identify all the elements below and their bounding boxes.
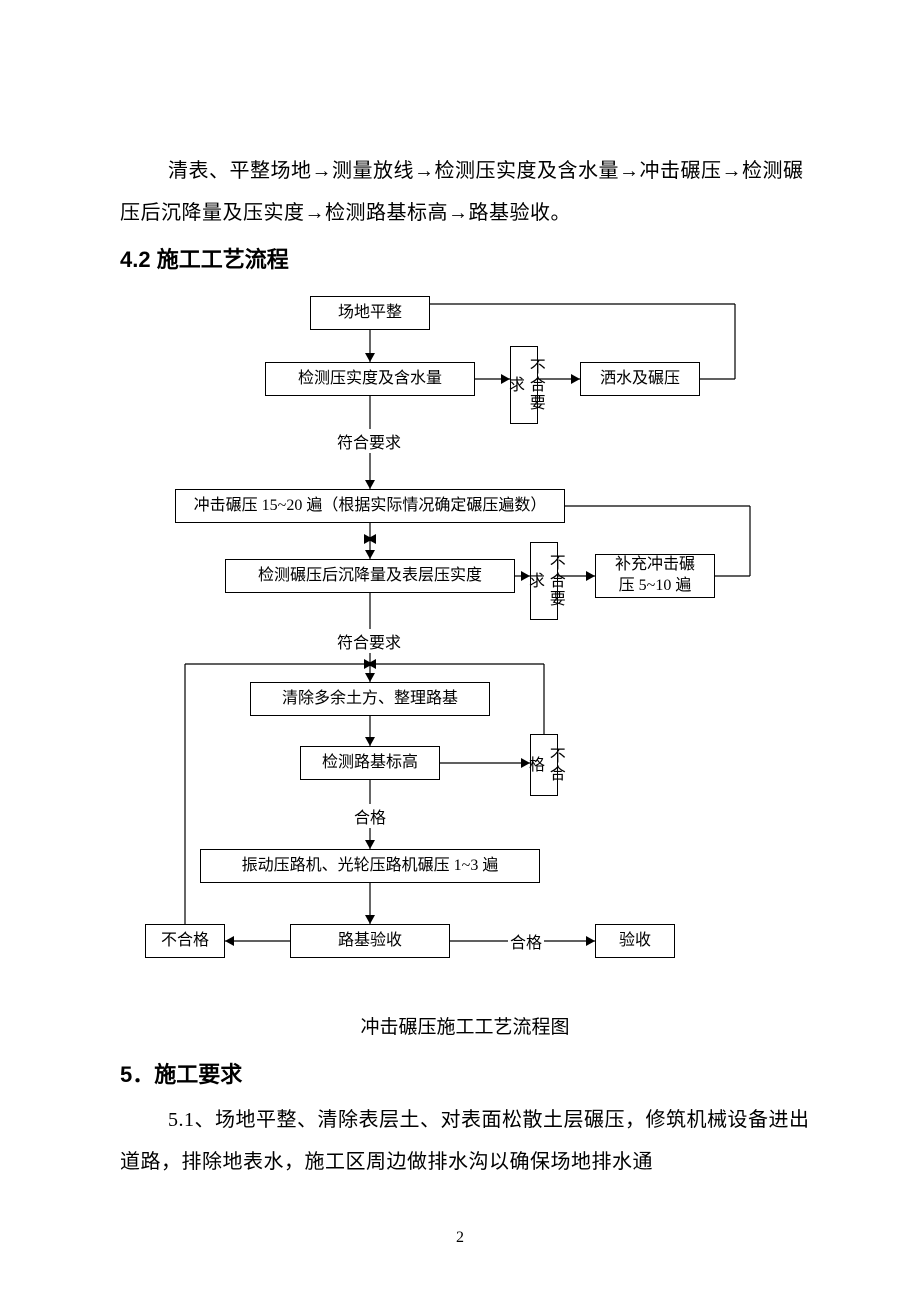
flow-node-n5: 检测碾压后沉降量及表层压实度 — [225, 559, 515, 593]
flow-node-l2: 符合要求 — [335, 629, 405, 653]
flow-node-n9: 振动压路机、光轮压路机碾压 1~3 遍 — [200, 849, 540, 883]
heading-4-2: 4.2 施工工艺流程 — [120, 242, 810, 274]
flow-node-d1: 不合要求 — [510, 346, 538, 424]
flow-node-n11: 不合格 — [145, 924, 225, 958]
flow-node-l4: 合格 — [508, 929, 544, 953]
flow-node-d3: 不合格 — [530, 734, 558, 796]
flow-node-n4: 冲击碾压 15~20 遍（根据实际情况确定碾压遍数） — [175, 489, 565, 523]
flow-node-n7: 清除多余土方、整理路基 — [250, 682, 490, 716]
intro-paragraph: 清表、平整场地→测量放线→检测压实度及含水量→冲击碾压→检测碾压后沉降量及压实度… — [120, 150, 810, 234]
page-number: 2 — [0, 1229, 920, 1247]
paragraph-5-1: 5.1、场地平整、清除表层土、对表面松散土层碾压，修筑机械设备进出道路，排除地表… — [120, 1099, 810, 1183]
flow-node-l3: 合格 — [352, 804, 388, 828]
flow-node-n10: 路基验收 — [290, 924, 450, 958]
flow-node-n8: 检测路基标高 — [300, 746, 440, 780]
flow-node-n2: 检测压实度及含水量 — [265, 362, 475, 396]
flowchart: 场地平整检测压实度及含水量不合要求洒水及碾压符合要求冲击碾压 15~20 遍（根… — [110, 284, 800, 1004]
flowchart-caption: 冲击碾压施工工艺流程图 — [120, 1012, 810, 1039]
flow-node-d2: 不合要求 — [530, 542, 558, 620]
flow-node-l1: 符合要求 — [335, 429, 405, 453]
heading-5: 5．施工要求 — [120, 1057, 810, 1089]
flow-node-n1: 场地平整 — [310, 296, 430, 330]
flow-node-n12: 验收 — [595, 924, 675, 958]
flow-node-n3: 洒水及碾压 — [580, 362, 700, 396]
flow-node-n6: 补充冲击碾压 5~10 遍 — [595, 554, 715, 598]
